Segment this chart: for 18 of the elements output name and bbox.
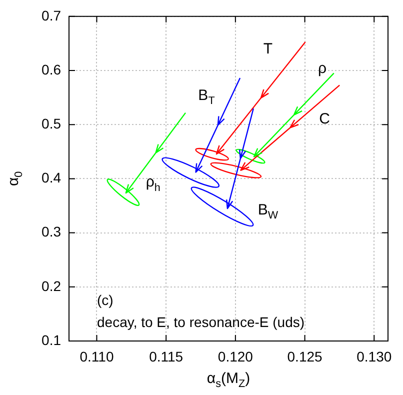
y-tick-label: 0.1 (42, 332, 62, 348)
y-tick-label: 0.7 (42, 7, 62, 24)
x-tick-label: 0.125 (287, 348, 323, 364)
y-tick-label: 0.2 (42, 278, 62, 294)
annotation: T (263, 40, 273, 58)
x-tick-label: 0.110 (80, 348, 114, 364)
x-tick-label: 0.115 (149, 348, 184, 364)
y-axis-title: α0 (5, 171, 26, 186)
x-tick-label: 0.120 (218, 348, 254, 364)
annotation: decay, to E, to resonance-E (uds) (97, 314, 305, 330)
y-tick-label: 0.5 (42, 115, 62, 132)
annotation: ρ (318, 60, 327, 78)
y-tick-label: 0.6 (42, 61, 62, 78)
annotation: (c) (97, 292, 114, 308)
annotation: C (319, 110, 330, 128)
y-tick-label: 0.4 (42, 170, 62, 186)
y-tick-label: 0.3 (42, 224, 62, 240)
x-tick-label: 0.130 (356, 348, 392, 364)
